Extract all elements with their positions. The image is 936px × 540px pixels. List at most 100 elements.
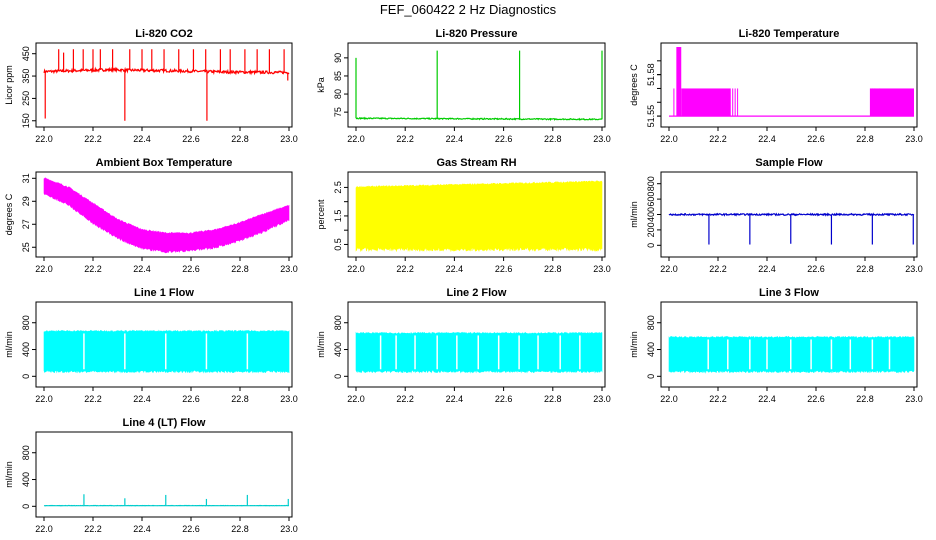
panel-7: Line 1 Flow 22.0 22.2 22.4 22.6 22.8 23.0 0 400 8… bbox=[4, 287, 298, 404]
series-line bbox=[355, 116, 603, 121]
y-tick-label: 800 bbox=[21, 445, 31, 460]
plot-frame bbox=[35, 301, 293, 388]
y-tick-label: 450 bbox=[21, 46, 31, 61]
x-tick-label: 23.0 bbox=[280, 134, 298, 144]
x-tick-label: 22.4 bbox=[758, 394, 776, 404]
x-tick-label: 22.6 bbox=[182, 524, 200, 534]
panel-title: Li-820 CO2 bbox=[135, 28, 192, 40]
y-tick-label: 80 bbox=[333, 89, 343, 99]
x-tick-label: 22.8 bbox=[856, 264, 874, 274]
panel-title: Line 2 Flow bbox=[447, 287, 507, 299]
y-axis-label: ml/min bbox=[4, 331, 14, 358]
y-axis-label: degrees C bbox=[4, 193, 14, 235]
plot-frame bbox=[35, 171, 293, 258]
x-tick-label: 22.2 bbox=[84, 264, 102, 274]
plot-frame bbox=[660, 42, 918, 128]
panel-title: Line 3 Flow bbox=[759, 287, 819, 299]
y-tick-label: 0.5 bbox=[333, 238, 343, 251]
series-area bbox=[43, 177, 290, 254]
x-tick-label: 22.4 bbox=[133, 524, 151, 534]
y-tick-label: 200 bbox=[646, 222, 656, 237]
series-line bbox=[43, 66, 290, 76]
x-tick-label: 22.0 bbox=[347, 264, 365, 274]
x-tick-label: 22.0 bbox=[35, 394, 53, 404]
panel-title: Line 1 Flow bbox=[134, 287, 194, 299]
y-tick-label: 800 bbox=[333, 315, 343, 330]
x-tick-label: 22.2 bbox=[709, 394, 727, 404]
x-tick-label: 22.8 bbox=[856, 134, 874, 144]
x-tick-label: 22.4 bbox=[758, 264, 776, 274]
x-tick-label: 22.6 bbox=[182, 394, 200, 404]
band bbox=[676, 47, 682, 117]
y-tick-label: 51.58 bbox=[646, 63, 656, 86]
x-tick-label: 22.0 bbox=[35, 524, 53, 534]
y-axis-label: Licor ppm bbox=[4, 65, 14, 105]
x-tick-label: 22.4 bbox=[758, 134, 776, 144]
x-tick-label: 23.0 bbox=[905, 264, 923, 274]
panel-2: Li-820 Pressure 22.0 22.2 22.4 22.6 22.8 23.0 7… bbox=[316, 28, 611, 144]
x-tick-label: 22.2 bbox=[396, 134, 414, 144]
x-tick-label: 22.6 bbox=[807, 134, 825, 144]
x-tick-label: 22.0 bbox=[660, 394, 678, 404]
panel-title: Gas Stream RH bbox=[436, 157, 516, 169]
x-tick-label: 23.0 bbox=[593, 394, 611, 404]
x-tick-label: 23.0 bbox=[905, 394, 923, 404]
x-tick-label: 22.2 bbox=[84, 524, 102, 534]
x-tick-label: 23.0 bbox=[280, 394, 298, 404]
x-tick-label: 22.2 bbox=[709, 264, 727, 274]
x-tick-label: 22.0 bbox=[660, 264, 678, 274]
x-tick-label: 22.8 bbox=[544, 264, 562, 274]
y-tick-label: 27 bbox=[21, 219, 31, 229]
y-axis-label: ml/min bbox=[629, 201, 639, 228]
x-tick-label: 22.6 bbox=[182, 264, 200, 274]
figure-title: FEF_060422 2 Hz Diagnostics bbox=[379, 2, 557, 17]
panel-title: Line 4 (LT) Flow bbox=[123, 417, 206, 429]
y-tick-label: 90 bbox=[333, 53, 343, 63]
x-tick-label: 22.6 bbox=[495, 134, 513, 144]
y-tick-label: 400 bbox=[333, 342, 343, 357]
panel-title: Li-820 Pressure bbox=[436, 28, 518, 40]
x-tick-label: 22.4 bbox=[133, 394, 151, 404]
y-tick-label: 400 bbox=[21, 472, 31, 487]
x-tick-label: 23.0 bbox=[280, 524, 298, 534]
plot-frame bbox=[347, 42, 606, 128]
x-tick-label: 23.0 bbox=[905, 134, 923, 144]
x-tick-label: 22.4 bbox=[133, 264, 151, 274]
x-tick-label: 22.4 bbox=[446, 264, 464, 274]
x-tick-label: 22.0 bbox=[347, 394, 365, 404]
x-tick-label: 22.2 bbox=[84, 394, 102, 404]
x-tick-label: 22.8 bbox=[231, 134, 249, 144]
plot-frame bbox=[347, 171, 606, 258]
x-tick-label: 22.6 bbox=[807, 394, 825, 404]
y-tick-label: 51.55 bbox=[646, 105, 656, 128]
series-area bbox=[355, 180, 603, 253]
panel-5: Gas Stream RH 22.0 22.2 22.4 22.6 22.8 23.0 0.5… bbox=[316, 157, 611, 274]
y-axis-label: kPa bbox=[316, 77, 326, 93]
y-tick-label: 150 bbox=[21, 113, 31, 128]
band bbox=[869, 88, 914, 117]
y-tick-label: 0 bbox=[21, 504, 31, 509]
series-line bbox=[668, 212, 915, 217]
panel-8: Line 2 Flow 22.0 22.2 22.4 22.6 22.8 23.0 0 400 8… bbox=[316, 287, 611, 404]
y-tick-label: 400 bbox=[646, 342, 656, 357]
y-tick-label: 0 bbox=[21, 374, 31, 379]
x-tick-label: 22.0 bbox=[347, 134, 365, 144]
y-tick-label: 0 bbox=[333, 374, 343, 379]
x-tick-label: 22.4 bbox=[446, 134, 464, 144]
plot-frame bbox=[660, 301, 918, 388]
y-tick-label: 600 bbox=[646, 192, 656, 207]
x-tick-label: 22.4 bbox=[446, 394, 464, 404]
x-tick-label: 22.8 bbox=[544, 394, 562, 404]
band bbox=[681, 88, 731, 117]
x-tick-label: 22.8 bbox=[231, 524, 249, 534]
plot-frame bbox=[35, 42, 293, 128]
y-tick-label: 350 bbox=[21, 69, 31, 84]
y-tick-label: 31 bbox=[21, 173, 31, 183]
y-tick-label: 800 bbox=[646, 315, 656, 330]
x-tick-label: 22.6 bbox=[182, 134, 200, 144]
y-tick-label: 1.5 bbox=[333, 210, 343, 223]
x-tick-label: 22.8 bbox=[544, 134, 562, 144]
y-tick-label: 250 bbox=[21, 91, 31, 106]
y-tick-label: 85 bbox=[333, 71, 343, 81]
